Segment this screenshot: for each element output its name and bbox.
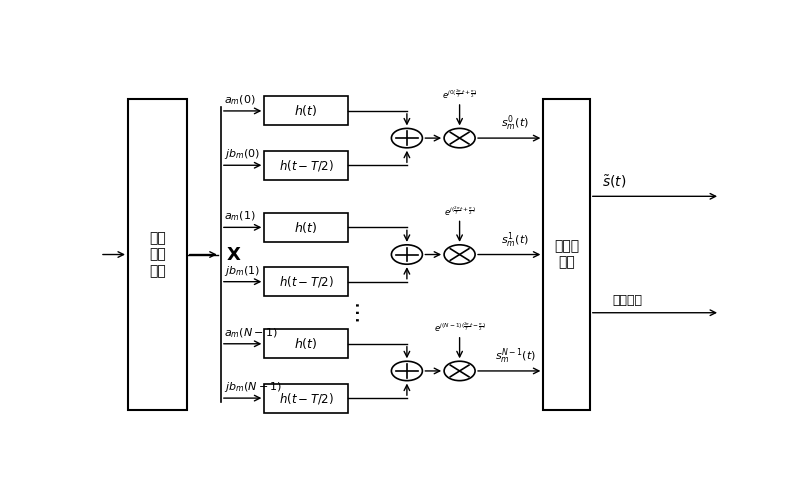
Text: $jb_m(N-1)$: $jb_m(N-1)$: [224, 380, 282, 394]
Circle shape: [391, 245, 422, 264]
Circle shape: [444, 361, 475, 381]
Text: $jb_m(0)$: $jb_m(0)$: [224, 147, 260, 161]
Bar: [264, 267, 348, 296]
Text: 选择性
序列: 选择性 序列: [554, 239, 579, 270]
Text: $h(t)$: $h(t)$: [294, 220, 318, 235]
Text: $h(t)$: $h(t)$: [294, 336, 318, 351]
Text: X: X: [227, 245, 241, 264]
Text: $e^{j0(\frac{2\pi}{T}t+\frac{\pi}{2})}$: $e^{j0(\frac{2\pi}{T}t+\frac{\pi}{2})}$: [442, 88, 478, 101]
Text: $a_m(0)$: $a_m(0)$: [224, 93, 255, 107]
Text: $s_m^0(t)$: $s_m^0(t)$: [502, 114, 530, 134]
Text: $e^{j(\frac{2\pi}{T}t+\frac{\pi}{2})}$: $e^{j(\frac{2\pi}{T}t+\frac{\pi}{2})}$: [444, 204, 475, 218]
Circle shape: [444, 129, 475, 148]
Bar: [264, 213, 348, 242]
Bar: [543, 99, 590, 410]
Text: 边带信息: 边带信息: [612, 294, 642, 307]
Bar: [264, 96, 348, 125]
Bar: [264, 329, 348, 358]
Text: $h(t-T/2)$: $h(t-T/2)$: [278, 391, 334, 406]
Text: $\tilde{s}(t)$: $\tilde{s}(t)$: [602, 174, 626, 191]
Text: $e^{j(N-1)(\frac{2\pi}{T}t-\frac{\pi}{2})}$: $e^{j(N-1)(\frac{2\pi}{T}t-\frac{\pi}{2}…: [434, 321, 486, 334]
Text: $h(t)$: $h(t)$: [294, 103, 318, 118]
Text: $s_m^{N-1}(t)$: $s_m^{N-1}(t)$: [495, 347, 536, 366]
Text: 编码
交织
调制: 编码 交织 调制: [149, 231, 166, 278]
Text: $h(t-T/2)$: $h(t-T/2)$: [278, 274, 334, 289]
Bar: [128, 99, 187, 410]
Circle shape: [391, 361, 422, 381]
Text: $a_m(N-1)$: $a_m(N-1)$: [224, 326, 278, 340]
Text: $\cdots$: $\cdots$: [347, 302, 367, 324]
Text: $a_m(1)$: $a_m(1)$: [224, 210, 255, 223]
Circle shape: [444, 245, 475, 264]
Text: $s_m^1(t)$: $s_m^1(t)$: [502, 230, 530, 250]
Text: $jb_m(1)$: $jb_m(1)$: [224, 264, 260, 278]
Bar: [264, 151, 348, 180]
Text: $h(t-T/2)$: $h(t-T/2)$: [278, 158, 334, 173]
Bar: [264, 384, 348, 413]
Circle shape: [391, 129, 422, 148]
